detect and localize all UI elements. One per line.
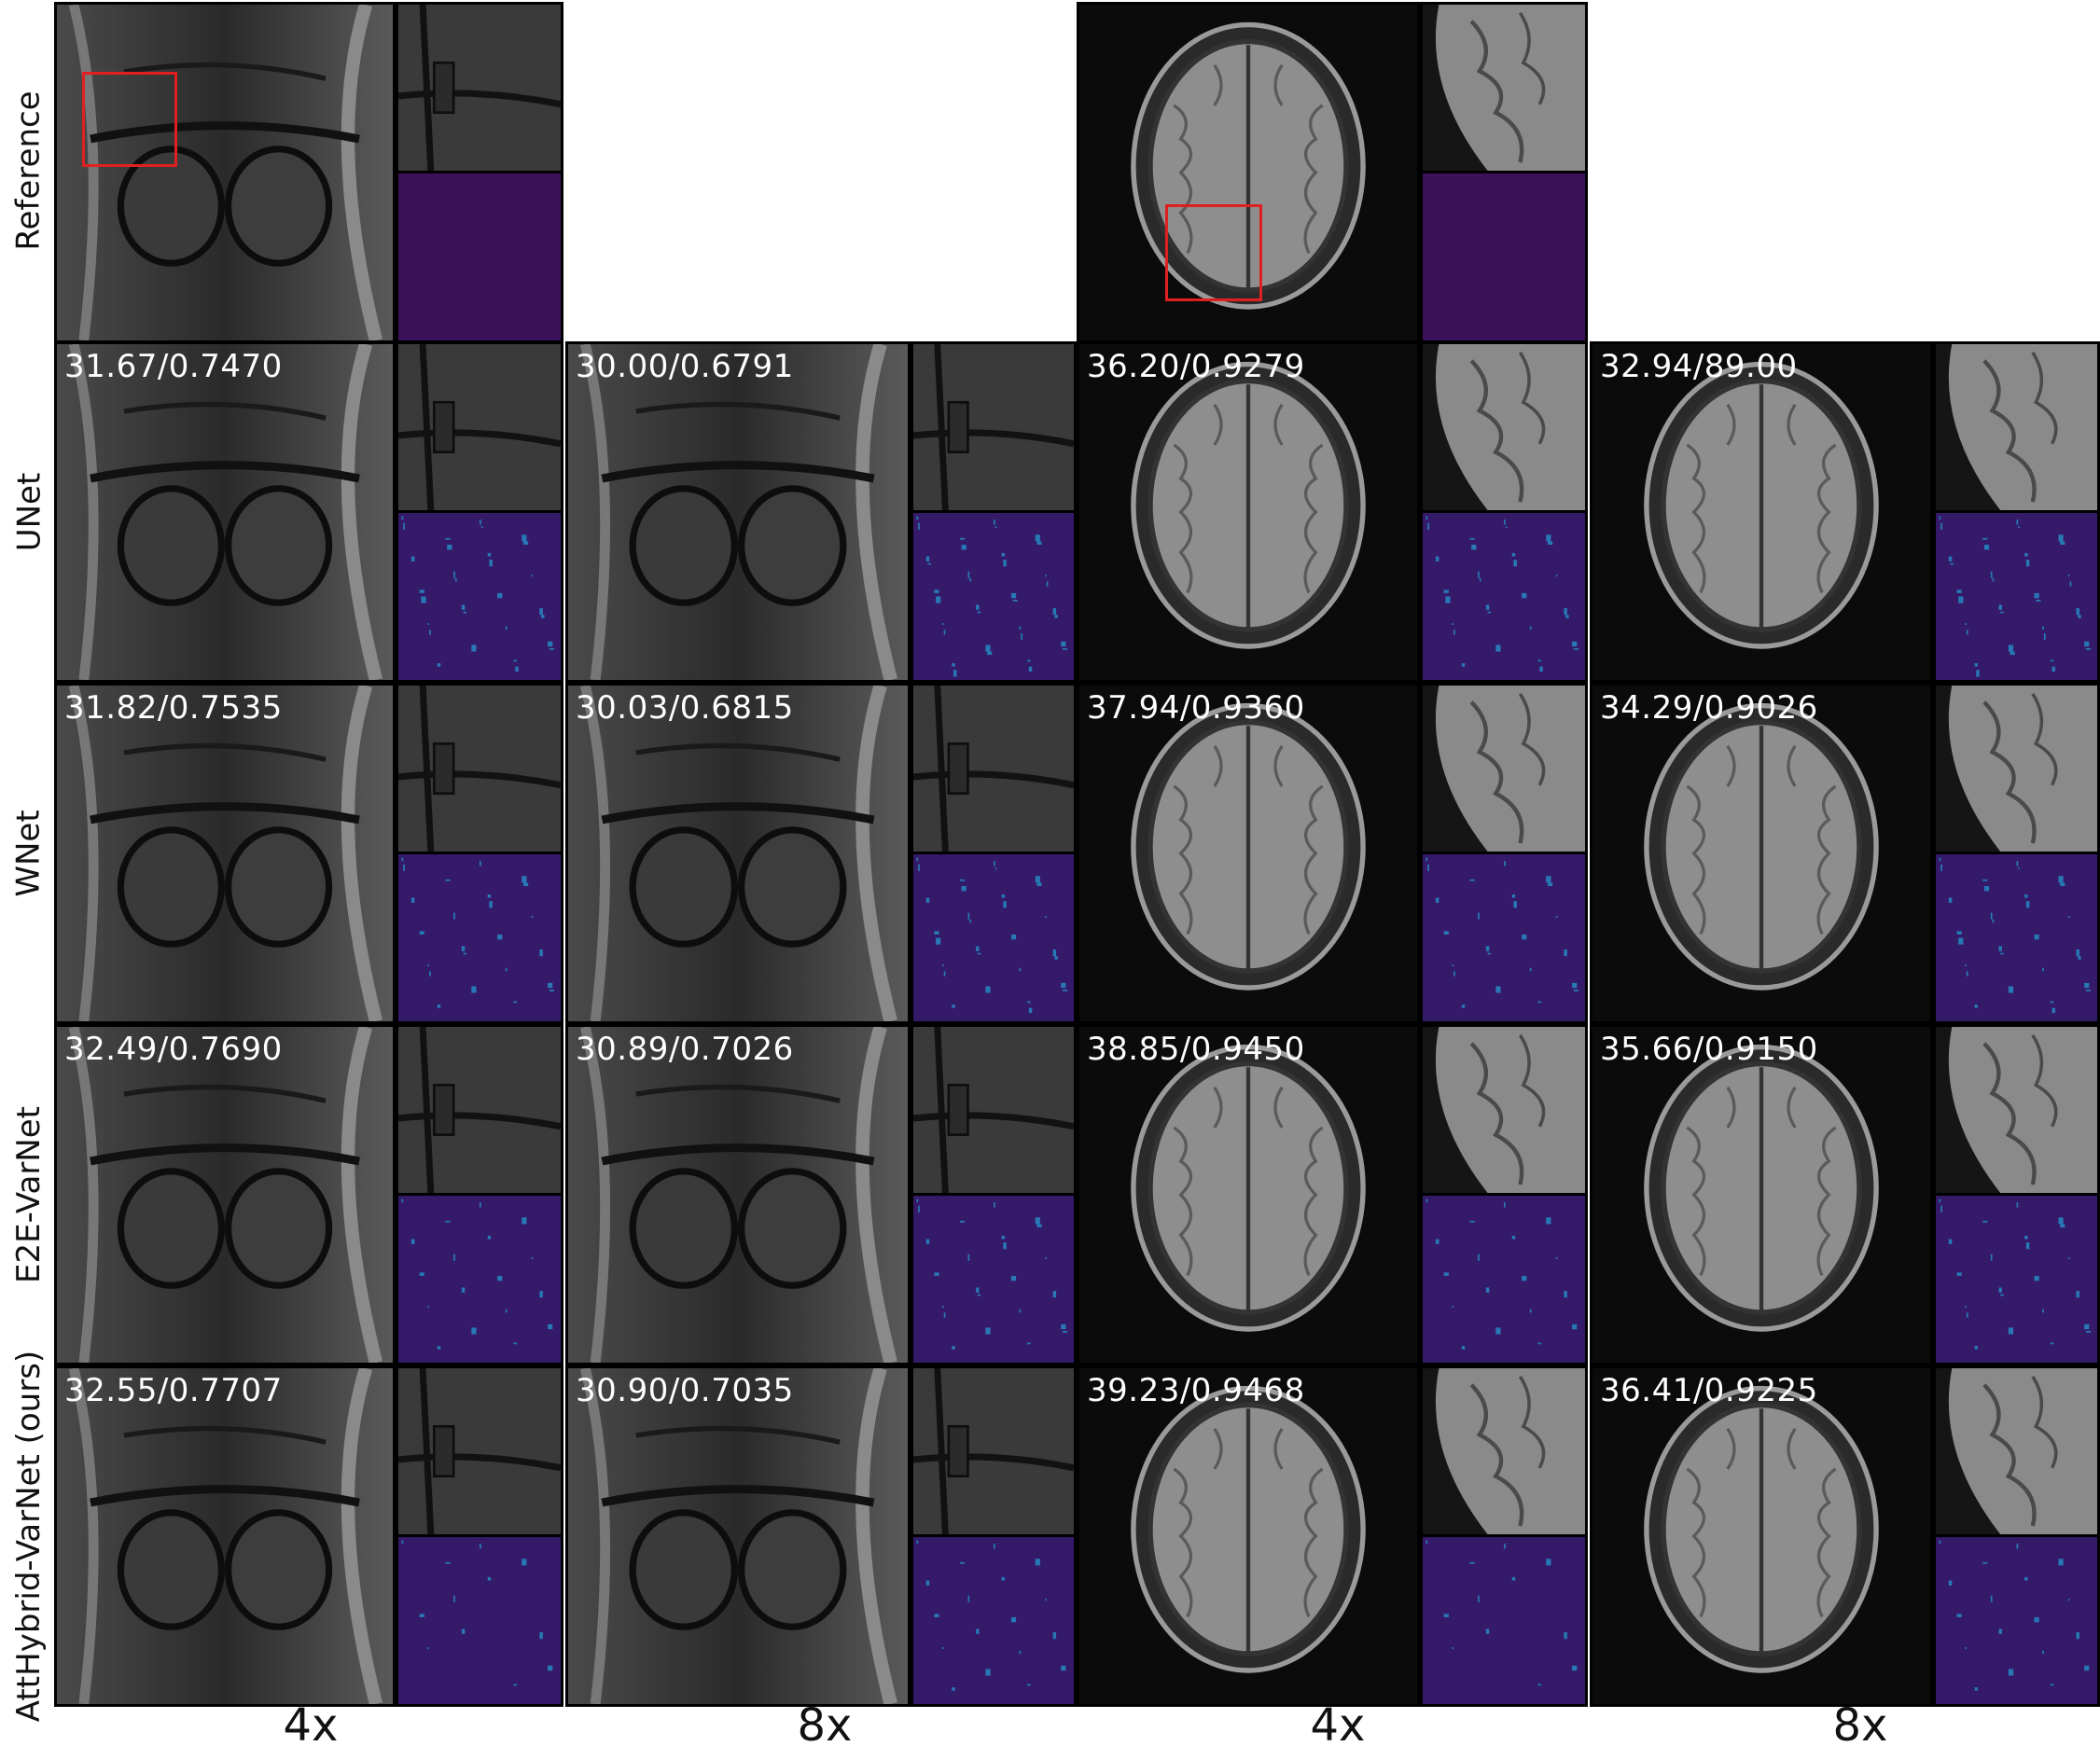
brain-image-row0-col2 xyxy=(1077,2,1420,343)
error-map-row1-col0 xyxy=(396,510,563,683)
metric-psnr-ssim: 38.85/0.9450 xyxy=(1087,1031,1305,1068)
error-map-row2-col2 xyxy=(1420,852,1588,1024)
knee-zoom-row0-col0 xyxy=(396,2,563,173)
error-map-row0-col0 xyxy=(396,171,563,343)
roi-box xyxy=(1165,204,1262,301)
brain-zoom-row2-col3 xyxy=(1933,683,2100,854)
brain-image-row3-col2: 38.85/0.9450 xyxy=(1077,1024,1420,1365)
knee-image-row3-col1: 30.89/0.7026 xyxy=(565,1024,911,1365)
knee-zoom-row2-col1 xyxy=(911,683,1077,854)
error-map-row1-col3 xyxy=(1933,510,2100,683)
knee-image-row4-col0: 32.55/0.7707 xyxy=(54,1365,396,1707)
row-label-text: UNet xyxy=(10,472,49,552)
col-label-brain-8x: 8x xyxy=(1832,1699,1888,1752)
error-map-row0-col2 xyxy=(1420,171,1588,343)
brain-zoom-row1-col3 xyxy=(1933,341,2100,513)
brain-zoom-row3-col3 xyxy=(1933,1024,2100,1196)
error-map-row4-col3 xyxy=(1933,1534,2100,1707)
brain-zoom-row4-col2 xyxy=(1420,1365,1588,1537)
metric-psnr-ssim: 32.55/0.7707 xyxy=(64,1372,283,1409)
metric-psnr-ssim: 37.94/0.9360 xyxy=(1087,689,1305,727)
row-label-e2e-varnet: E2E-VarNet xyxy=(0,1024,58,1365)
knee-image-row3-col0: 32.49/0.7690 xyxy=(54,1024,396,1365)
knee-zoom-row1-col1 xyxy=(911,341,1077,513)
metric-psnr-ssim: 30.89/0.7026 xyxy=(576,1031,794,1068)
roi-box xyxy=(82,72,177,167)
brain-image-row4-col3: 36.41/0.9225 xyxy=(1590,1365,1933,1707)
error-map-row1-col1 xyxy=(911,510,1077,683)
error-map-row1-col2 xyxy=(1420,510,1588,683)
metric-psnr-ssim: 36.20/0.9279 xyxy=(1087,348,1305,385)
knee-image-row2-col0: 31.82/0.7535 xyxy=(54,683,396,1024)
row-label-reference: Reference xyxy=(0,0,58,341)
error-map-row2-col0 xyxy=(396,852,563,1024)
brain-image-row1-col2: 36.20/0.9279 xyxy=(1077,341,1420,683)
row-label-wnet: WNet xyxy=(0,683,58,1024)
error-map-row3-col0 xyxy=(396,1193,563,1365)
brain-zoom-row3-col2 xyxy=(1420,1024,1588,1196)
knee-image-row0-col0 xyxy=(54,2,396,343)
metric-psnr-ssim: 30.00/0.6791 xyxy=(576,348,794,385)
metric-psnr-ssim: 31.67/0.7470 xyxy=(64,348,283,385)
brain-zoom-row2-col2 xyxy=(1420,683,1588,854)
knee-image-row1-col0: 31.67/0.7470 xyxy=(54,341,396,683)
metric-psnr-ssim: 36.41/0.9225 xyxy=(1600,1372,1818,1409)
brain-zoom-row1-col2 xyxy=(1420,341,1588,513)
metric-psnr-ssim: 39.23/0.9468 xyxy=(1087,1372,1305,1409)
knee-image-row1-col1: 30.00/0.6791 xyxy=(565,341,911,683)
error-map-row4-col0 xyxy=(396,1534,563,1707)
metric-psnr-ssim: 32.94/89.00 xyxy=(1600,348,1798,385)
brain-image-row1-col3: 32.94/89.00 xyxy=(1590,341,1933,683)
row-label-text: WNet xyxy=(10,810,48,897)
knee-zoom-row1-col0 xyxy=(396,341,563,513)
brain-zoom-row0-col2 xyxy=(1420,2,1588,173)
knee-zoom-row3-col0 xyxy=(396,1024,563,1196)
brain-image-row2-col2: 37.94/0.9360 xyxy=(1077,683,1420,1024)
row-label-text: Reference xyxy=(10,90,48,251)
col-label-knee-8x: 8x xyxy=(797,1699,853,1752)
metric-psnr-ssim: 30.03/0.6815 xyxy=(576,689,794,727)
metric-psnr-ssim: 34.29/0.9026 xyxy=(1600,689,1818,727)
knee-zoom-row2-col0 xyxy=(396,683,563,854)
knee-image-row4-col1: 30.90/0.7035 xyxy=(565,1365,911,1707)
error-map-row2-col1 xyxy=(911,852,1077,1024)
brain-image-row3-col3: 35.66/0.9150 xyxy=(1590,1024,1933,1365)
knee-zoom-row3-col1 xyxy=(911,1024,1077,1196)
row-label-text: AttHybrid-VarNet (ours) xyxy=(10,1350,48,1723)
knee-zoom-row4-col1 xyxy=(911,1365,1077,1537)
metric-psnr-ssim: 30.90/0.7035 xyxy=(576,1372,794,1409)
knee-image-row2-col1: 30.03/0.6815 xyxy=(565,683,911,1024)
col-label-knee-4x: 4x xyxy=(283,1699,339,1752)
error-map-row4-col2 xyxy=(1420,1534,1588,1707)
error-map-row4-col1 xyxy=(911,1534,1077,1707)
brain-zoom-row4-col3 xyxy=(1933,1365,2100,1537)
error-map-row3-col2 xyxy=(1420,1193,1588,1365)
knee-zoom-row4-col0 xyxy=(396,1365,563,1537)
row-label-unet: UNet xyxy=(0,341,58,683)
brain-image-row4-col2: 39.23/0.9468 xyxy=(1077,1365,1420,1707)
metric-psnr-ssim: 32.49/0.7690 xyxy=(64,1031,283,1068)
error-map-row3-col1 xyxy=(911,1193,1077,1365)
row-label-atthybrid-varnet: AttHybrid-VarNet (ours) xyxy=(0,1351,58,1722)
error-map-row3-col3 xyxy=(1933,1193,2100,1365)
metric-psnr-ssim: 35.66/0.9150 xyxy=(1600,1031,1818,1068)
row-label-text: E2E-VarNet xyxy=(10,1106,48,1283)
brain-image-row2-col3: 34.29/0.9026 xyxy=(1590,683,1933,1024)
metric-psnr-ssim: 31.82/0.7535 xyxy=(64,689,283,727)
error-map-row2-col3 xyxy=(1933,852,2100,1024)
col-label-brain-4x: 4x xyxy=(1310,1699,1366,1752)
